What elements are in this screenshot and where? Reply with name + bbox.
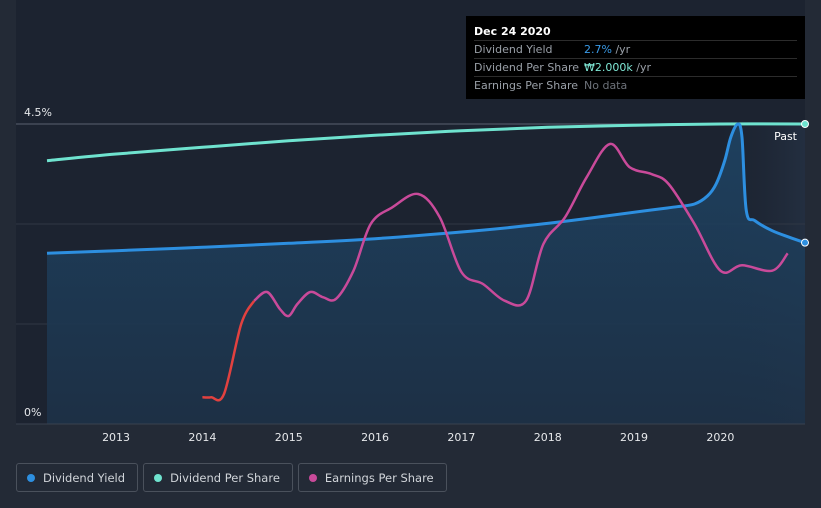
x-tick-label: 2020	[706, 431, 734, 444]
tooltip-row-dividend-per-share: Dividend Per Share ₩2.000k /yr	[474, 58, 797, 76]
x-tick-label: 2017	[447, 431, 475, 444]
x-tick-labels: 2013 2014 2015 2016 2017 2018 2019 2020	[102, 431, 734, 444]
earnings-per-share-line-early	[202, 300, 256, 402]
legend-dot-icon	[154, 473, 163, 482]
past-label: Past	[774, 130, 798, 143]
legend-label: Dividend Yield	[43, 470, 126, 485]
tooltip-value: 2.7%	[584, 43, 612, 56]
x-tick-label: 2014	[188, 431, 216, 444]
tooltip-row-dividend-yield: Dividend Yield 2.7% /yr	[474, 40, 797, 58]
legend-item-dividend-per-share[interactable]: Dividend Per Share	[143, 463, 293, 492]
dividend-yield-end-point	[801, 238, 809, 247]
tooltip-label: Earnings Per Share	[474, 79, 579, 92]
tooltip-row-earnings-per-share: Earnings Per Share No data	[474, 76, 797, 94]
tooltip-date: Dec 24 2020	[474, 25, 551, 38]
tooltip-value: No data	[584, 79, 628, 92]
x-tick-label: 2018	[534, 431, 562, 444]
legend: Dividend Yield Dividend Per Share Earnin…	[16, 463, 447, 492]
y-tick-label-bottom: 0%	[24, 406, 41, 419]
tooltip-label: Dividend Per Share	[474, 61, 580, 74]
legend-label: Earnings Per Share	[324, 470, 434, 485]
dividend-per-share-line	[46, 122, 806, 163]
x-tick-label: 2015	[275, 431, 303, 444]
legend-dot-icon	[27, 473, 35, 482]
dividend-yield-area	[47, 123, 805, 424]
tooltip-unit: /yr	[632, 61, 651, 74]
legend-label: Dividend Per Share	[170, 470, 280, 485]
tooltip: Dec 24 2020 Dividend Yield 2.7% /yr Divi…	[466, 16, 805, 99]
x-tick-label: 2016	[361, 431, 389, 444]
y-tick-label-top: 4.5%	[24, 106, 52, 119]
earnings-per-share-line	[253, 142, 789, 318]
legend-dot-icon	[308, 473, 317, 482]
dividend-yield-line	[46, 122, 806, 255]
legend-item-earnings-per-share[interactable]: Earnings Per Share	[297, 463, 447, 492]
x-tick-label: 2013	[102, 431, 130, 444]
tooltip-label: Dividend Yield	[474, 43, 553, 56]
tooltip-unit: /yr	[611, 43, 631, 56]
legend-item-dividend-yield[interactable]: Dividend Yield	[16, 463, 139, 492]
tooltip-value: ₩2.000k	[584, 61, 633, 74]
dividend-per-share-end-point	[801, 120, 809, 128]
x-tick-label: 2019	[620, 431, 648, 444]
